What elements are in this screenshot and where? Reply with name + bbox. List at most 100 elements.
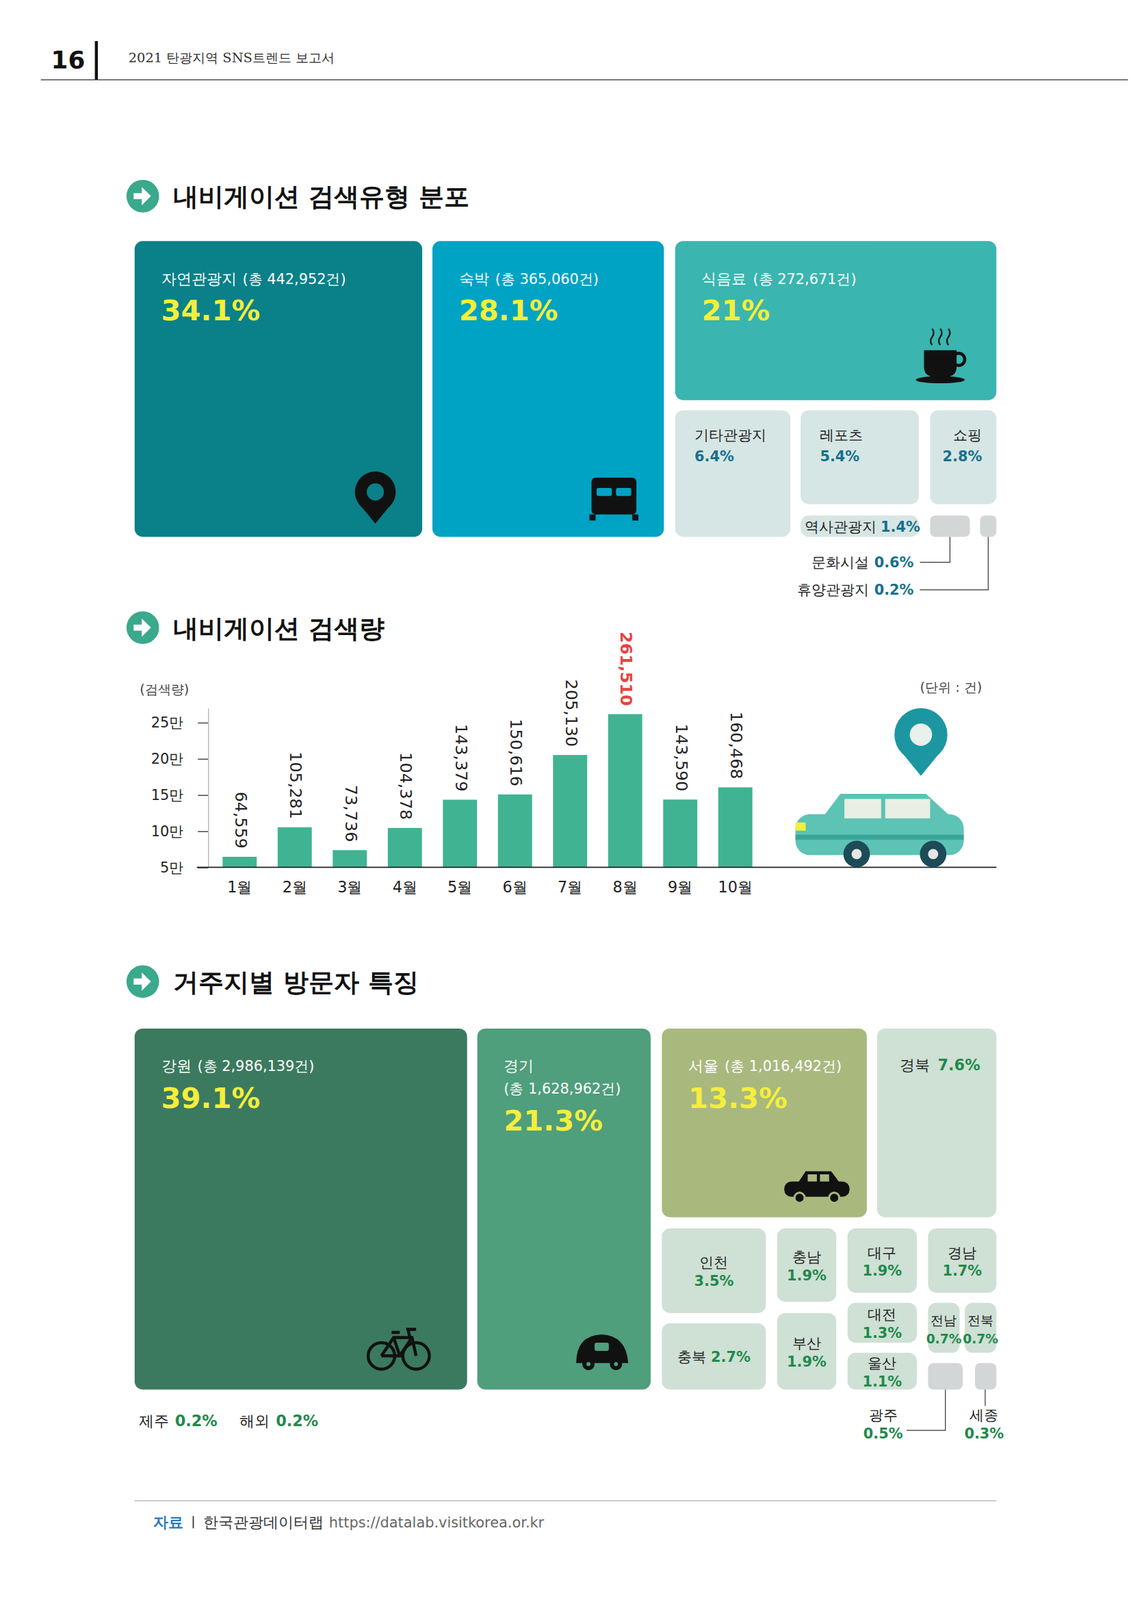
data-label: 150,616 xyxy=(506,718,526,787)
title-arrow xyxy=(133,972,151,991)
bar xyxy=(277,827,312,868)
tile-total: (총 2,986,139건) xyxy=(197,1057,315,1075)
icon xyxy=(368,1329,429,1370)
tick-label: 1월 xyxy=(227,877,252,896)
leader xyxy=(984,1389,986,1407)
tick-label: 9월 xyxy=(667,877,693,896)
tile-value: 28.1% xyxy=(459,293,559,328)
x-tick: 6월 xyxy=(502,866,528,896)
icon-car-window xyxy=(819,1174,829,1181)
bar xyxy=(608,714,643,868)
tile-value: 1.3% xyxy=(862,1324,902,1342)
bar-chart: (검색량)(단위 : 건)5만10만15만20만25만1월2월3월4월5월6월7… xyxy=(139,631,997,896)
tile xyxy=(927,1362,963,1390)
tile-name: 식음료 xyxy=(701,269,747,288)
tile-value: 0.7% xyxy=(926,1331,962,1346)
tile-value: 3.5% xyxy=(693,1272,734,1290)
header-title: 2021 탄광지역 SNS트렌드 보고서 xyxy=(128,49,335,66)
title-icon xyxy=(126,964,160,998)
tile xyxy=(847,1228,917,1293)
x-tick: 2월 xyxy=(282,866,308,896)
tile-name: 기타관광지 xyxy=(694,426,767,444)
y-tick: 20만 xyxy=(151,750,208,767)
tile-name: 광주 xyxy=(868,1406,898,1424)
icon xyxy=(355,471,397,524)
tile xyxy=(477,1028,651,1390)
tile-name: 충북 xyxy=(677,1348,707,1365)
icon-pin-hole xyxy=(910,723,933,746)
x-axis: 1월2월3월4월5월6월7월8월9월10월 xyxy=(227,866,753,896)
tile xyxy=(661,1228,766,1313)
section-title: 내비게이션 검색유형 분포 xyxy=(126,179,471,213)
bar xyxy=(387,827,423,868)
tick-label: 8월 xyxy=(613,877,638,896)
tile-value: 7.6% xyxy=(938,1055,981,1074)
icon-pin-hole xyxy=(366,483,384,501)
car-wheel xyxy=(919,840,947,868)
header-bar xyxy=(95,41,98,81)
tick-label: 5월 xyxy=(447,877,473,896)
tile-value: 1.9% xyxy=(786,1267,827,1284)
tile xyxy=(661,1323,766,1390)
leader xyxy=(906,1389,946,1431)
icon-cup xyxy=(923,350,957,377)
x-tick: 8월 xyxy=(613,866,638,896)
source-name: 한국관광데이터랩 xyxy=(203,1512,324,1531)
data-labels: 64,559105,28173,736104,378143,379150,616… xyxy=(231,631,746,849)
tick-mark xyxy=(197,830,208,832)
car-stripe xyxy=(795,834,965,840)
tile-name: 경기 xyxy=(503,1056,534,1075)
tile-value: 39.1% xyxy=(161,1081,261,1115)
tick-label: 4월 xyxy=(392,877,418,896)
tile xyxy=(777,1313,837,1390)
icon-bed xyxy=(632,514,639,521)
tile-total: (총 272,671건) xyxy=(752,270,856,288)
tile xyxy=(877,1028,997,1218)
tile-value: 2.7% xyxy=(710,1348,751,1365)
section-title: 거주지별 방문자 특징 xyxy=(173,966,419,997)
tile-value: 1.4% xyxy=(880,518,921,536)
tile-name: 문화시설 xyxy=(811,554,869,571)
icon-car xyxy=(784,1180,850,1196)
icon-steam xyxy=(946,328,950,345)
leader xyxy=(919,536,988,590)
tile-total: (총 365,060건) xyxy=(495,270,599,288)
unit-label: (단위 : 건) xyxy=(919,679,982,696)
tile-value: 13.3% xyxy=(688,1081,788,1115)
car-window xyxy=(844,799,882,819)
tile-total: (총 1,628,962건) xyxy=(503,1080,621,1097)
icon-cup xyxy=(952,353,965,366)
y-tick: 25만 xyxy=(151,714,208,731)
icon-pin xyxy=(894,708,948,762)
icon-steam xyxy=(930,328,934,345)
title-icon xyxy=(126,611,160,644)
icon-car-window xyxy=(594,1342,609,1351)
tick-label: 10만 xyxy=(151,823,185,840)
icon-car-hub xyxy=(586,1361,591,1366)
icon-car-wheel xyxy=(794,1192,805,1203)
section-title: 내비게이션 검색량 xyxy=(126,611,386,644)
tile-name: 제주 xyxy=(138,1411,169,1430)
tile-value: 0.5% xyxy=(863,1425,904,1442)
tile-value: 0.2% xyxy=(175,1411,218,1430)
title-arrow xyxy=(133,186,151,206)
car-illustration xyxy=(795,708,965,868)
tile xyxy=(979,515,997,537)
treemap: 강원(총 2,986,139건)39.1%경기(총 1,628,962건)21.… xyxy=(134,1028,1005,1442)
tile-value: 0.2% xyxy=(275,1411,319,1430)
tile-value: 5.4% xyxy=(819,448,860,465)
axis-title: (검색량) xyxy=(139,681,189,698)
x-tick: 1월 xyxy=(227,866,252,896)
bar xyxy=(222,856,257,867)
tile-value: 0.6% xyxy=(874,554,915,571)
tile-name: 자연관광지 xyxy=(161,269,237,288)
page-number: 16 xyxy=(51,45,86,74)
tile-name: 강원 xyxy=(161,1056,192,1075)
header-rule xyxy=(41,79,1129,81)
icon-car-wheel xyxy=(582,1357,595,1370)
icon-car-hub xyxy=(613,1361,618,1366)
section-title: 내비게이션 검색유형 분포 xyxy=(173,181,470,212)
tile-value: 0.7% xyxy=(962,1331,999,1346)
icon-car-wheel xyxy=(609,1357,622,1370)
tile-value: 6.4% xyxy=(694,448,735,465)
